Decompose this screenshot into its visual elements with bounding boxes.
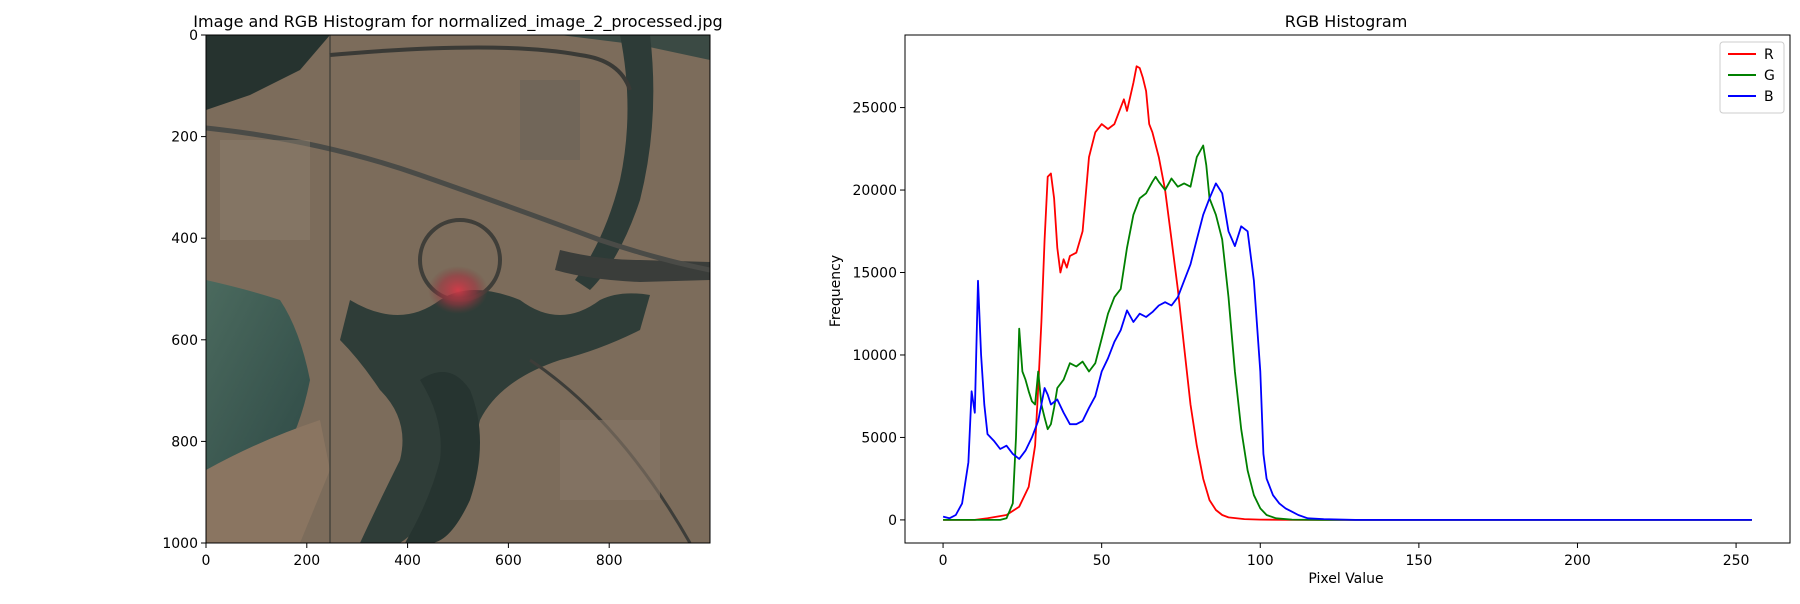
image-title: Image and RGB Histogram for normalized_i…: [193, 12, 722, 32]
image-x-tick-label: 600: [495, 553, 522, 569]
image-y-tick-label: 800: [171, 434, 198, 450]
image-x-tick-label: 200: [293, 553, 320, 569]
y-tick-label: 10000: [852, 348, 897, 364]
x-tick-label: 50: [1093, 553, 1111, 569]
series-lines: [942, 65, 1752, 521]
legend-label-g: G: [1764, 68, 1775, 84]
plot-area: [904, 34, 1791, 544]
legend-label-b: B: [1764, 89, 1774, 105]
y-tick-label: 20000: [852, 183, 897, 199]
y-tick-label: 15000: [852, 266, 897, 282]
histogram-panel: RGB Histogram 0 50 100 150 200 250 0 5000 10000…: [828, 12, 1791, 587]
y-tick-label: 25000: [852, 101, 897, 117]
x-tick-label: 0: [939, 553, 948, 569]
histogram-y-axis: 0 5000 10000 15000 20000 25000: [852, 101, 905, 529]
image-panel: Image and RGB Histogram for normalized_i…: [162, 12, 722, 569]
legend-label-r: R: [1764, 47, 1774, 63]
x-tick-label: 100: [1247, 553, 1274, 569]
image-y-tick-label: 400: [171, 231, 198, 247]
chart-title: RGB Histogram: [1285, 12, 1408, 31]
image-x-tick-label: 400: [394, 553, 421, 569]
x-tick-label: 150: [1406, 553, 1433, 569]
series-line-g: [943, 144, 1752, 521]
y-tick-label: 0: [888, 513, 897, 529]
image-x-axis: 0 200 400 600 800: [202, 543, 623, 569]
x-tick-label: 250: [1723, 553, 1750, 569]
x-tick-label: 200: [1564, 553, 1591, 569]
y-tick-label: 5000: [861, 430, 897, 446]
image-y-axis: 0 200 400 600 800 1000: [162, 28, 206, 552]
image-y-tick-label: 0: [189, 28, 198, 44]
image-y-tick-label: 200: [171, 130, 198, 146]
series-line-b: [942, 182, 1752, 521]
image-x-tick-label: 0: [202, 553, 211, 569]
image-x-tick-label: 800: [596, 553, 623, 569]
image-y-tick-label: 600: [171, 333, 198, 349]
satellite-image: [206, 35, 710, 543]
legend: RGB: [1719, 41, 1785, 114]
series-line-r: [943, 65, 1752, 521]
x-axis-label: Pixel Value: [1308, 571, 1383, 587]
histogram-x-axis: 0 50 100 150 200 250: [939, 543, 1750, 569]
y-axis-label: Frequency: [828, 255, 844, 327]
image-y-tick-label: 1000: [162, 536, 198, 552]
